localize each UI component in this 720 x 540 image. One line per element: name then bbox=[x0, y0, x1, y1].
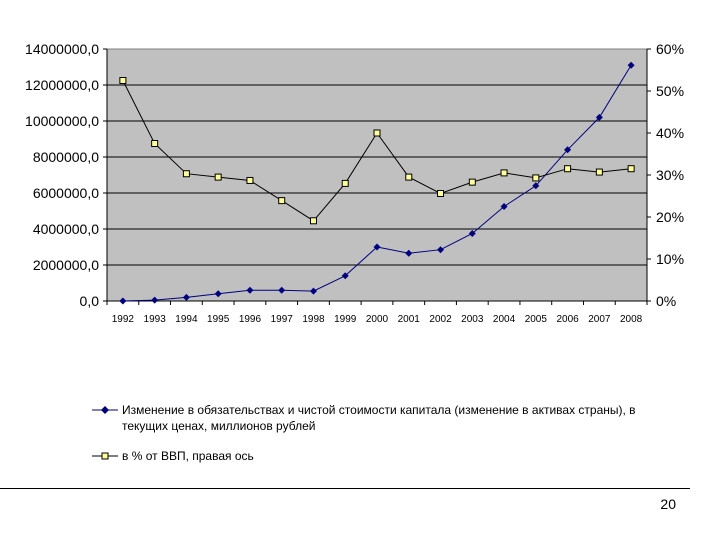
data-point-series1 bbox=[627, 61, 635, 69]
x-tick-label: 1994 bbox=[175, 314, 198, 325]
data-point-series2 bbox=[564, 165, 572, 173]
data-point-series1 bbox=[405, 249, 413, 257]
x-tick-label: 2008 bbox=[620, 314, 643, 325]
legend-item-series1: Изменение в обязательствах и чистой стои… bbox=[92, 402, 652, 434]
page-number: 20 bbox=[660, 496, 676, 512]
x-tick-label: 2004 bbox=[493, 314, 516, 325]
data-point-series1 bbox=[595, 113, 603, 121]
x-tick-label: 1996 bbox=[239, 314, 262, 325]
data-point-series1 bbox=[119, 297, 127, 305]
data-point-series2 bbox=[532, 174, 540, 182]
y2-tick-label: 40% bbox=[656, 125, 684, 141]
footer-divider bbox=[0, 488, 690, 489]
y2-tick-label: 50% bbox=[656, 83, 684, 99]
data-point-series2 bbox=[595, 168, 603, 176]
x-tick-label: 1998 bbox=[302, 314, 325, 325]
x-tick-label: 1997 bbox=[271, 314, 294, 325]
y-tick-label: 10000000,0 bbox=[25, 113, 99, 129]
data-point-series2 bbox=[119, 77, 127, 84]
data-point-series2 bbox=[437, 189, 445, 197]
data-point-series2 bbox=[373, 129, 381, 137]
y-tick-label: 6000000,0 bbox=[33, 185, 99, 201]
x-tick-label: 1999 bbox=[334, 314, 357, 325]
y-tick-label: 12000000,0 bbox=[25, 77, 99, 93]
data-point-series1 bbox=[500, 203, 508, 210]
series bbox=[119, 61, 635, 305]
x-tick-label: 1992 bbox=[112, 314, 135, 325]
y2-tick-label: 30% bbox=[656, 167, 684, 183]
data-point-series2 bbox=[278, 197, 286, 205]
y2-tick-label: 0% bbox=[656, 293, 676, 309]
diamond-marker-icon bbox=[92, 406, 118, 414]
data-point-series1 bbox=[151, 296, 159, 304]
y-tick-label: 14000000,0 bbox=[25, 41, 99, 57]
data-point-series2 bbox=[309, 217, 317, 225]
data-point-series1 bbox=[214, 290, 222, 298]
data-point-series2 bbox=[500, 169, 508, 177]
data-point-series1 bbox=[437, 246, 445, 254]
x-tick-label: 2003 bbox=[461, 314, 484, 325]
data-point-series1 bbox=[341, 272, 349, 280]
x-tick-label: 2000 bbox=[366, 314, 389, 325]
axes: 14000000,0 12000000,0 10000000,0 8000000,0 6… bbox=[25, 41, 684, 325]
data-point-series1 bbox=[182, 293, 190, 301]
x-tick-label: 2002 bbox=[429, 314, 452, 325]
data-point-series1 bbox=[246, 286, 254, 294]
y2-tick-label: 20% bbox=[656, 209, 684, 225]
x-tick-label: 1995 bbox=[207, 314, 230, 325]
x-tick-label: 1993 bbox=[144, 314, 167, 325]
y-tick-label: 8000000,0 bbox=[33, 149, 99, 165]
data-point-series2 bbox=[214, 173, 222, 181]
y-tick-label: 2000000,0 bbox=[33, 257, 99, 273]
x-tick-label: 2001 bbox=[398, 314, 421, 325]
data-point-series1 bbox=[309, 287, 317, 295]
data-point-series1 bbox=[373, 243, 381, 251]
data-point-series1 bbox=[532, 182, 540, 190]
data-point-series2 bbox=[405, 173, 413, 181]
legend-item-series2: в % от ВВП, правая ось bbox=[92, 448, 652, 464]
data-point-series2 bbox=[468, 178, 476, 186]
y-tick-label: 0,0 bbox=[80, 293, 100, 309]
data-point-series2 bbox=[246, 176, 254, 184]
legend-label-series1: Изменение в обязательствах и чистой стои… bbox=[122, 403, 636, 433]
legend: Изменение в обязательствах и чистой стои… bbox=[92, 402, 652, 478]
data-point-series1 bbox=[564, 146, 572, 154]
x-tick-label: 2005 bbox=[525, 314, 548, 325]
x-tick-label: 2007 bbox=[588, 314, 611, 325]
y-tick-label: 4000000,0 bbox=[33, 221, 99, 237]
data-point-series1 bbox=[468, 230, 476, 237]
data-point-series1 bbox=[278, 286, 286, 294]
square-marker-icon bbox=[92, 452, 118, 460]
chart: 14000000,0 12000000,0 10000000,0 8000000,0 6… bbox=[25, 41, 684, 325]
x-tick-label: 2006 bbox=[556, 314, 579, 325]
data-point-series2 bbox=[182, 170, 190, 178]
data-point-series2 bbox=[341, 179, 349, 187]
y2-tick-label: 10% bbox=[656, 251, 684, 267]
data-point-series2 bbox=[151, 140, 159, 147]
data-point-series2 bbox=[627, 165, 635, 173]
y2-tick-label: 60% bbox=[656, 41, 684, 57]
legend-label-series2: в % от ВВП, правая ось bbox=[122, 449, 254, 463]
